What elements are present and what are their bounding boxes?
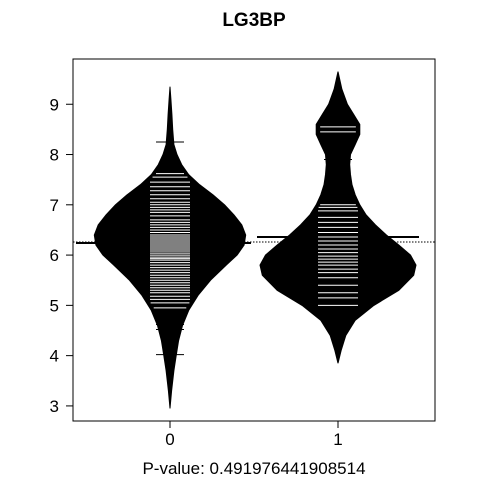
- y-tick-label: 3: [50, 397, 59, 416]
- y-tick-label: 5: [50, 296, 59, 315]
- plot-area: [72, 58, 436, 422]
- y-tick-label: 4: [50, 347, 59, 366]
- y-tick-label: 6: [50, 246, 59, 265]
- y-tick-label: 7: [50, 196, 59, 215]
- p-value-label: P-value: 0.491976441908514: [142, 459, 365, 478]
- plot-border: [72, 58, 436, 422]
- y-tick-label: 9: [50, 95, 59, 114]
- chart-title: LG3BP: [222, 10, 286, 31]
- y-axis: 3 4 5 6 7 8 9: [50, 95, 73, 416]
- y-tick-label: 8: [50, 146, 59, 165]
- x-tick-label: 0: [165, 430, 174, 449]
- x-tick-label: 1: [333, 430, 342, 449]
- bean-0: [93, 86, 247, 409]
